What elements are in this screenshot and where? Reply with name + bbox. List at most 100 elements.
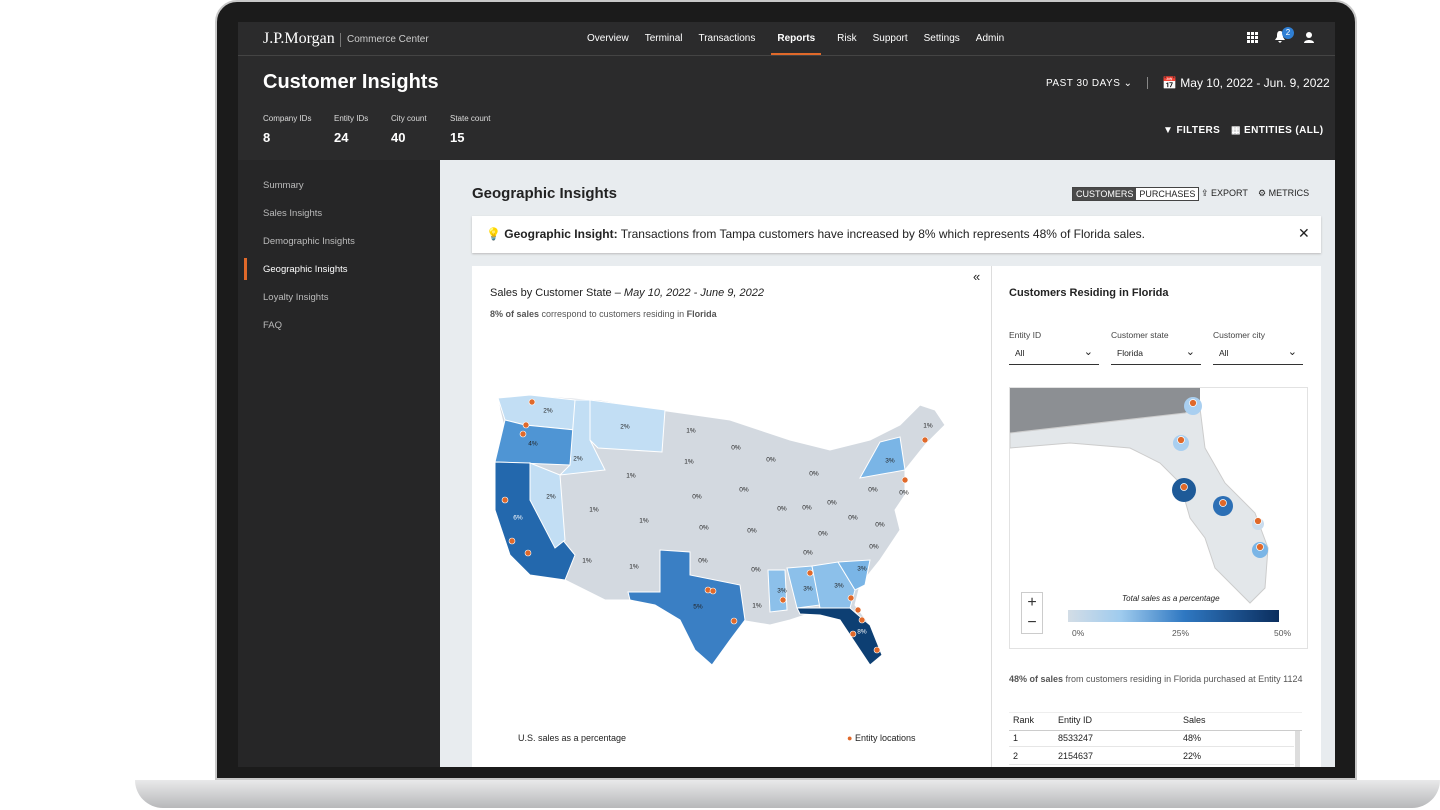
panel-title: Customers Residing in Florida [1009, 287, 1169, 299]
stat-label: Entity IDs [334, 114, 369, 123]
legend-title: U.S. sales as a percentage [518, 733, 627, 743]
column-header[interactable]: Entity ID [1058, 715, 1093, 725]
filter-label: Customer state [1111, 330, 1169, 340]
nav-item[interactable]: Overview [587, 33, 629, 44]
table-header-bg [1009, 712, 1302, 731]
fl-legend-tick: 50% [1274, 628, 1292, 638]
state-label: 0% [803, 550, 813, 557]
state [796, 607, 883, 666]
state-label: 0% [692, 494, 702, 501]
state-label: 0% [766, 457, 776, 464]
state-label: 0% [809, 471, 819, 478]
state-label: 0% [739, 487, 749, 494]
entity-pin [847, 594, 855, 602]
panel-summary: 48% of sales from customers residing in … [1009, 674, 1309, 684]
insight-banner: 💡 Geographic Insight: Transactions from … [472, 216, 1321, 253]
state [627, 549, 746, 666]
stat-label: City count [391, 114, 427, 123]
column-header[interactable]: Sales [1183, 715, 1206, 725]
city-pin [1219, 499, 1227, 507]
state-label: 3% [857, 566, 867, 573]
state-label: 4% [528, 441, 538, 448]
screen: J.P.Morgan Commerce Center Overview Termi… [238, 22, 1335, 767]
export-button[interactable]: ⇪ EXPORT [1201, 188, 1248, 198]
sidebar-active-bar [244, 258, 247, 280]
entity-pin [854, 606, 862, 614]
export-label: EXPORT [1211, 188, 1248, 198]
state-label: 0% [698, 558, 708, 565]
zoom-controls[interactable]: + − [1021, 592, 1043, 634]
city-pin [1256, 543, 1264, 551]
filter-select[interactable]: Florida ⌄ [1111, 346, 1201, 365]
nav-item[interactable]: Settings [923, 33, 960, 44]
state-label: 2% [620, 424, 630, 431]
filters-label: FILTERS [1176, 125, 1221, 136]
section-title: Geographic Insights [472, 185, 618, 202]
state-label: 5% [693, 604, 703, 611]
summary-text: from customers residing in Florida purch… [1065, 674, 1303, 684]
entity-pin [524, 549, 532, 557]
filter-value: All [1015, 348, 1025, 358]
legend-pins: ● Entity locations [847, 733, 916, 743]
city-pin [1254, 517, 1262, 525]
apps-icon[interactable] [1246, 31, 1260, 45]
state-label: 0% [802, 505, 812, 512]
sidebar [238, 160, 440, 767]
logo: J.P.Morgan [263, 30, 335, 47]
entity-pin [806, 569, 814, 577]
nav-item[interactable]: Reports [771, 22, 822, 55]
sidebar-item[interactable]: FAQ [263, 320, 283, 331]
date-range[interactable]: 📅 May 10, 2022 - Jun. 9, 2022 [1162, 76, 1330, 90]
state-label: 6% [513, 515, 523, 522]
cell: 48% [1183, 733, 1202, 743]
stat-value: 15 [450, 130, 465, 145]
close-button[interactable]: ✕ [1298, 225, 1310, 241]
filter-select[interactable]: All ⌄ [1213, 346, 1303, 365]
state-label: 1% [752, 603, 762, 610]
state-label: 1% [582, 558, 592, 565]
period-select[interactable]: PAST 30 DAYS ⌄ [1046, 78, 1133, 89]
state-label: 0% [899, 490, 909, 497]
state-label: 8% [857, 629, 867, 636]
toggle-option[interactable]: PURCHASES [1136, 188, 1199, 200]
map-title: Sales by Customer State – May 10, 2022 -… [490, 287, 764, 299]
map-title-text: Sales by Customer State – [490, 287, 621, 299]
user-icon[interactable] [1303, 31, 1315, 43]
state-label: 0% [699, 525, 709, 532]
sidebar-item[interactable]: Geographic Insights [263, 264, 348, 275]
nav-item[interactable]: Terminal [644, 33, 683, 44]
filter-label: Entity ID [1009, 330, 1042, 340]
metrics-label: METRICS [1268, 188, 1310, 198]
entity-pin [528, 398, 536, 406]
collapse-button[interactable]: « [973, 269, 981, 284]
entities-button[interactable]: ▦ ENTITIES (ALL) [1231, 125, 1324, 136]
chevron: ⌄ [1083, 346, 1093, 358]
entity-pin [501, 496, 509, 504]
city-pin [1189, 399, 1197, 407]
nav-item[interactable]: Transactions [698, 33, 756, 44]
nav-item[interactable]: Admin [975, 33, 1005, 44]
legend-pins-label: Entity locations [854, 733, 916, 743]
fl-legend-gradient [1068, 610, 1279, 622]
filters-button[interactable]: ▼ FILTERS [1163, 125, 1221, 136]
toggle-option[interactable]: CUSTOMERS [1073, 188, 1137, 200]
notification-badge: 2 [1282, 27, 1294, 39]
filter-select[interactable]: All ⌄ [1009, 346, 1099, 365]
state-label: 2% [543, 408, 553, 415]
city-pin [1180, 483, 1188, 491]
state-label: 0% [848, 515, 858, 522]
nav-item[interactable]: Risk [837, 33, 857, 44]
sidebar-item[interactable]: Summary [263, 180, 304, 191]
map-subtitle: 8% of sales correspond to customers resi… [490, 309, 717, 319]
sidebar-item[interactable]: Loyalty Insights [263, 292, 329, 303]
cell: 2154637 [1058, 751, 1094, 761]
entity-pin [522, 421, 530, 429]
state-label: 3% [777, 588, 787, 595]
state-label: 0% [731, 445, 741, 452]
nav-item[interactable]: Support [872, 33, 908, 44]
sidebar-item[interactable]: Sales Insights [263, 208, 323, 219]
column-header[interactable]: Rank [1013, 715, 1035, 725]
sidebar-item[interactable]: Demographic Insights [263, 236, 355, 247]
header-bg [238, 22, 1335, 160]
metrics-button[interactable]: ⚙ METRICS [1258, 188, 1310, 198]
